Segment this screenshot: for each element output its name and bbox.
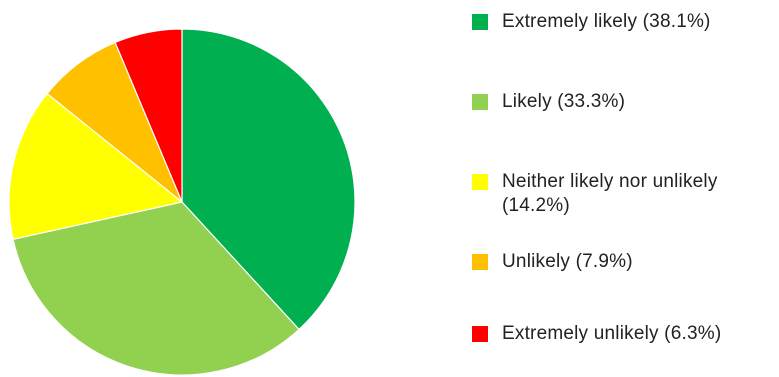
legend-label-neither: Neither likely nor unlikely (14.2%)	[502, 171, 718, 216]
legend-item-extremely-unlikely: Extremely unlikely (6.3%)	[472, 322, 777, 346]
legend-label-extremely-likely: Extremely likely (38.1%)	[502, 11, 711, 32]
legend-swatch-likely	[472, 94, 488, 110]
chart-legend: Extremely likely (38.1%) Likely (33.3%) …	[472, 0, 777, 377]
legend-item-likely: Likely (33.3%)	[472, 90, 777, 114]
legend-item-unlikely: Unlikely (7.9%)	[472, 250, 777, 274]
legend-swatch-unlikely	[472, 254, 488, 270]
legend-item-neither: Neither likely nor unlikely (14.2%)	[472, 170, 777, 218]
pie-slice-neither-likely-nor-unlikely	[8, 92, 184, 240]
legend-label-likely: Likely (33.3%)	[502, 91, 626, 112]
legend-swatch-extremely-unlikely	[472, 326, 488, 342]
pie-slices	[8, 28, 356, 376]
legend-swatch-neither	[472, 174, 488, 190]
pie-slice-likely	[12, 201, 300, 376]
pie-slice-extremely-likely	[181, 28, 356, 331]
legend-swatch-extremely-likely	[472, 14, 488, 30]
legend-label-extremely-unlikely: Extremely unlikely (6.3%)	[502, 323, 722, 344]
legend-label-unlikely: Unlikely (7.9%)	[502, 251, 633, 272]
pie-slice-extremely-unlikely	[114, 28, 183, 203]
legend-item-extremely-likely: Extremely likely (38.1%)	[472, 10, 777, 34]
